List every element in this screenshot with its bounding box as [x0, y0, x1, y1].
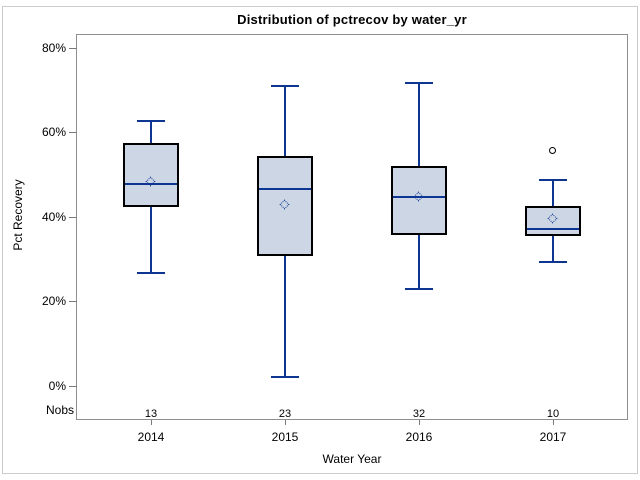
- x-tick: [419, 420, 420, 425]
- x-tick: [151, 420, 152, 425]
- whisker-upper-2014: [150, 121, 152, 143]
- x-category-label-2015: 2015: [271, 430, 299, 444]
- whisker-lower-2016: [418, 235, 420, 289]
- y-tick: [69, 132, 77, 133]
- x-axis-title: Water Year: [322, 452, 382, 466]
- y-tick: [69, 301, 77, 302]
- x-category-label-2017: 2017: [539, 430, 567, 444]
- median-line-2016: [393, 196, 445, 198]
- y-tick: [69, 217, 77, 218]
- box-2017: [525, 206, 581, 236]
- x-category-label-2016: 2016: [405, 430, 433, 444]
- outlier-marker-2017: [549, 147, 556, 154]
- whisker-cap-top-2017: [539, 179, 567, 181]
- whisker-cap-bottom-2017: [539, 261, 567, 263]
- whisker-upper-2016: [418, 83, 420, 166]
- whisker-cap-bottom-2015: [271, 376, 299, 378]
- plot-area: 13 23 32 10: [76, 34, 628, 420]
- nobs-value-2017: 10: [546, 408, 560, 420]
- whisker-lower-2014: [150, 207, 152, 273]
- x-tick: [553, 420, 554, 425]
- box-2015: [257, 156, 313, 256]
- x-category-label-2014: 2014: [137, 430, 165, 444]
- box-2014: [123, 143, 179, 207]
- median-line-2017: [527, 228, 579, 230]
- box-2016: [391, 166, 447, 235]
- whisker-cap-top-2014: [137, 120, 165, 122]
- x-tick: [285, 420, 286, 425]
- figure-border: [2, 6, 638, 474]
- nobs-value-2015: 23: [278, 408, 292, 420]
- whisker-upper-2017: [552, 180, 554, 206]
- nobs-value-2016: 32: [412, 408, 426, 420]
- whisker-cap-bottom-2014: [137, 272, 165, 274]
- whisker-cap-top-2016: [405, 82, 433, 84]
- y-tick-label: 20%: [41, 294, 66, 308]
- y-tick-label: 40%: [41, 210, 66, 224]
- whisker-lower-2017: [552, 236, 554, 262]
- whisker-lower-2015: [284, 256, 286, 377]
- median-line-2015: [259, 188, 311, 190]
- y-tick: [69, 386, 77, 387]
- median-line-2014: [125, 183, 177, 185]
- whisker-cap-top-2015: [271, 85, 299, 87]
- chart-title: Distribution of pctrecov by water_yr: [237, 12, 467, 27]
- nobs-row-label: Nobs: [45, 403, 74, 417]
- y-tick-label: 0%: [48, 379, 66, 393]
- y-tick-label: 60%: [41, 125, 66, 139]
- nobs-value-2014: 13: [144, 408, 158, 420]
- y-tick: [69, 48, 77, 49]
- whisker-cap-bottom-2016: [405, 288, 433, 290]
- whisker-upper-2015: [284, 86, 286, 156]
- y-tick-label: 80%: [41, 41, 66, 55]
